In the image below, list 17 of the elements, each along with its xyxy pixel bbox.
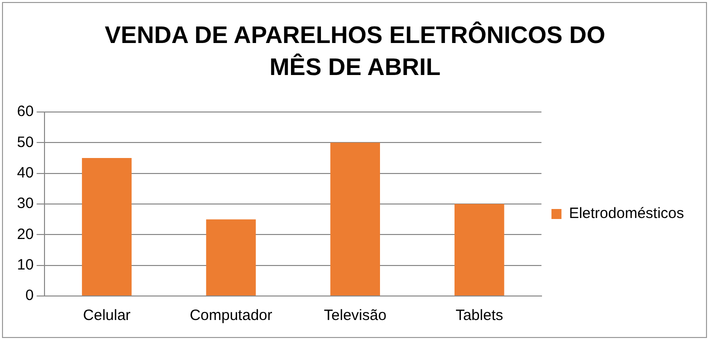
x-tick-label: Computador — [190, 307, 272, 324]
y-tick-label: 20 — [16, 226, 34, 243]
y-tick-label: 30 — [16, 195, 34, 212]
y-tick-label: 10 — [16, 256, 34, 274]
x-tick-label: Tablets — [456, 307, 504, 324]
bar — [330, 142, 380, 296]
y-tick-label: 60 — [16, 103, 34, 120]
bar — [82, 158, 132, 296]
y-tick-label: 0 — [25, 287, 34, 304]
bar — [454, 204, 504, 296]
y-tick-label: 50 — [16, 134, 34, 151]
x-tick-label: Celular — [83, 307, 131, 324]
chart-title: VENDA DE APARELHOS ELETRÔNICOS DO MÊS DE ABRIL — [104, 20, 606, 83]
x-tick-label: Televisão — [324, 307, 386, 324]
legend-label: Eletrodomésticos — [568, 205, 684, 222]
bar — [206, 219, 256, 296]
y-tick-label: 40 — [16, 164, 34, 182]
